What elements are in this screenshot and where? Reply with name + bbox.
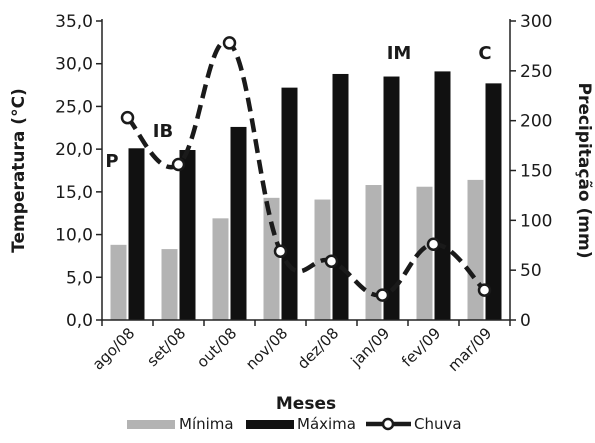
- bars-layer: [110, 71, 502, 321]
- y-tick-label-right: 0: [520, 311, 531, 331]
- y-tick-label-left: 15,0: [55, 183, 93, 203]
- phase-label: P: [105, 151, 118, 172]
- bar-maxima: [434, 71, 451, 320]
- bar-minima: [263, 197, 280, 320]
- rain-point: [222, 36, 237, 50]
- y-tick-label-right: 150: [520, 162, 552, 182]
- x-tick-label: jan/09: [347, 324, 394, 371]
- y-tick-label-left: 5,0: [66, 268, 93, 288]
- rain-point: [120, 110, 135, 125]
- bar-maxima: [230, 126, 247, 320]
- rain-point: [477, 283, 492, 297]
- phase-label: IM: [387, 43, 412, 64]
- bar-maxima: [383, 76, 400, 321]
- bar-minima: [467, 179, 484, 320]
- rain-line-layer: [120, 36, 492, 302]
- y-tick-label-right: 250: [520, 62, 552, 82]
- y-tick-label-left: 30,0: [55, 55, 93, 75]
- bar-maxima: [128, 148, 145, 320]
- y-tick-label-right: 300: [520, 12, 552, 32]
- bar-minima: [416, 186, 433, 320]
- y-tick-label-right: 50: [520, 261, 542, 281]
- y-tick-label-left: 10,0: [55, 226, 93, 246]
- bar-maxima: [485, 83, 502, 320]
- rain-point: [375, 288, 390, 302]
- x-tick-label: dez/08: [294, 324, 343, 373]
- y-axis-title-left: Temperatura (°C): [9, 88, 29, 253]
- rain-point: [171, 157, 186, 172]
- legend-swatch-minima: [127, 420, 175, 429]
- bar-maxima: [179, 149, 196, 320]
- y-tick-label-left: 20,0: [55, 140, 93, 160]
- y-tick-label-right: 200: [520, 112, 552, 132]
- rain-point: [324, 254, 339, 268]
- legend-marker-chuva: [381, 417, 395, 431]
- legend-label-maxima: Máxima: [297, 415, 356, 433]
- phase-label: C: [478, 43, 491, 64]
- bar-minima: [365, 185, 382, 320]
- phase-label: IB: [153, 121, 173, 142]
- annotations-layer: P IB IM C: [105, 43, 491, 172]
- y-tick-label-left: 25,0: [55, 97, 93, 117]
- y-tick-label-left: 35,0: [55, 12, 93, 32]
- legend-label-chuva: Chuva: [414, 415, 462, 433]
- bar-maxima: [332, 73, 349, 320]
- x-tick-label: mar/09: [444, 324, 495, 375]
- bar-minima: [161, 249, 178, 320]
- x-tick-label: ago/08: [89, 324, 139, 374]
- rain-point: [273, 244, 288, 258]
- x-tick-label: nov/08: [242, 324, 291, 373]
- y-tick-label-right: 100: [520, 211, 552, 231]
- x-axis-title: Meses: [276, 394, 336, 414]
- legend-swatch-maxima: [246, 420, 294, 429]
- y-axis-title-right: Precipitação (mm): [574, 83, 594, 259]
- axes-layer: 0,0 5,0 10,0 15,0 20,0 25,0 30,0 35,0 0 50 100 150 2…: [9, 12, 594, 414]
- x-tick-label: fev/09: [398, 324, 444, 370]
- legend-label-minima: Mínima: [179, 415, 234, 433]
- legend: Mínima Máxima Chuva: [127, 415, 462, 433]
- y-tick-label-left: 0,0: [66, 311, 93, 331]
- bar-minima: [212, 218, 229, 320]
- x-tick-label: set/08: [143, 324, 189, 370]
- rain-point: [426, 237, 441, 252]
- bar-maxima: [281, 87, 298, 321]
- bar-minima: [110, 244, 127, 320]
- x-tick-label: out/08: [193, 324, 240, 371]
